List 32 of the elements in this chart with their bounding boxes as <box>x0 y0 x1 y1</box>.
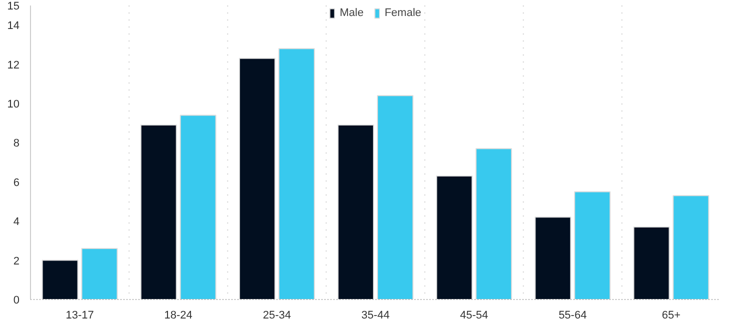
bar <box>238 58 276 300</box>
bar <box>376 95 414 300</box>
x-tick-label: 13-17 <box>66 310 94 321</box>
bar <box>672 195 710 300</box>
y-tick-label: 4 <box>13 216 20 228</box>
bar <box>42 260 78 300</box>
y-tick-label: 15 <box>7 0 20 12</box>
x-tick-label: 25-34 <box>262 310 291 321</box>
x-tick-label: 45-54 <box>460 310 488 321</box>
bar <box>278 48 315 300</box>
x-tick-label: 65+ <box>662 310 681 321</box>
bar <box>633 226 670 300</box>
bar <box>81 248 118 300</box>
bar <box>476 148 512 300</box>
y-tick-label: 10 <box>7 98 20 110</box>
y-tick-label: 6 <box>13 176 20 189</box>
y-tick-label: 0 <box>13 294 20 306</box>
x-tick-label: 55-64 <box>558 310 587 321</box>
bar <box>180 114 216 300</box>
legend-label: Female <box>384 7 422 19</box>
y-tick-label: 8 <box>13 138 20 150</box>
x-tick-label: 18-24 <box>164 310 192 321</box>
y-tick-label: 12 <box>7 59 20 72</box>
bar <box>436 176 473 300</box>
y-tick-label: 14 <box>7 20 20 32</box>
bar <box>140 124 177 300</box>
bar <box>338 124 374 300</box>
x-tick-label: 35-44 <box>361 310 390 321</box>
bar <box>534 216 572 300</box>
legend-label: Male <box>340 7 364 19</box>
bar <box>574 191 611 300</box>
y-tick-label: 2 <box>13 255 20 268</box>
